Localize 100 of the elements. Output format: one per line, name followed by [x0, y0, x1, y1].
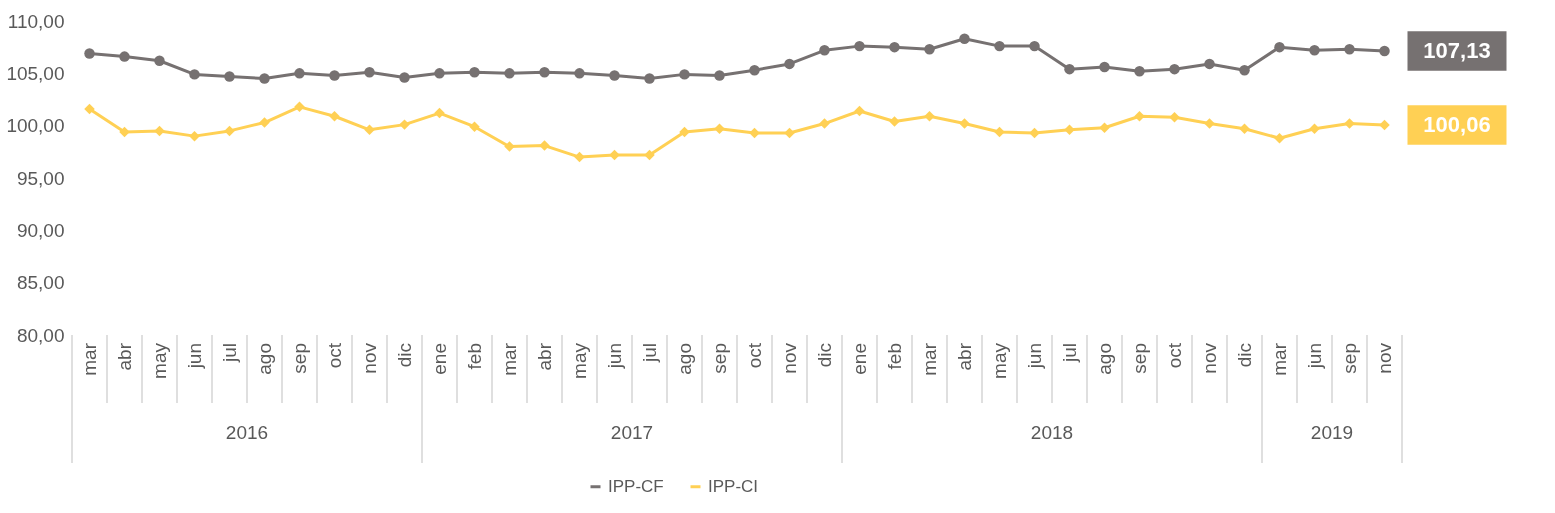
point	[889, 41, 900, 53]
x-tick-label: nov	[1373, 342, 1395, 374]
x-tick-label: mar	[1268, 342, 1290, 376]
point	[1379, 119, 1390, 131]
x-tick-label: feb	[883, 343, 905, 370]
x-tick-label: mar	[78, 342, 100, 376]
x-tick-label: sep	[288, 343, 310, 374]
y-tick-label: 110,00	[7, 10, 65, 32]
point	[1029, 127, 1040, 139]
point	[854, 105, 865, 117]
point	[294, 101, 305, 113]
point	[1169, 112, 1180, 123]
point	[749, 64, 760, 76]
point	[294, 68, 305, 79]
x-tick-label: jul	[638, 343, 660, 364]
point	[434, 107, 445, 119]
data-label: 107,13	[1423, 38, 1491, 64]
y-tick-label: 90,00	[16, 219, 65, 241]
point	[784, 58, 795, 70]
point	[1169, 63, 1180, 75]
point	[434, 68, 445, 79]
point	[574, 68, 585, 79]
point	[1274, 132, 1285, 144]
point	[644, 149, 655, 161]
point	[399, 119, 410, 130]
point	[679, 69, 690, 80]
y-tick-label: 85,00	[16, 272, 65, 294]
point	[329, 111, 340, 122]
point	[154, 125, 165, 137]
x-tick-label: mar	[498, 342, 520, 376]
point	[1274, 41, 1285, 53]
point	[749, 127, 760, 139]
x-tick-label: oct	[323, 342, 345, 369]
point	[1029, 40, 1040, 52]
point	[1344, 44, 1355, 55]
point	[224, 71, 235, 82]
point	[714, 70, 725, 81]
point	[259, 117, 270, 128]
y-tick-label: 95,00	[16, 167, 65, 189]
legend-label: IPP-CF	[608, 476, 664, 496]
point	[1134, 66, 1145, 77]
point	[1204, 118, 1215, 129]
x-tick-label: nov	[1198, 342, 1220, 374]
point	[609, 70, 620, 81]
text: 2019	[1310, 422, 1354, 443]
point	[1309, 45, 1320, 56]
point	[539, 140, 550, 151]
x-tick-label: jun	[603, 343, 625, 370]
x-tick-label: oct	[743, 342, 765, 369]
x-tick-label: may	[988, 342, 1010, 379]
x-tick-label: ago	[1093, 343, 1115, 375]
x-tick-label: dic	[393, 343, 415, 368]
y-tick-label: 80,00	[16, 324, 65, 346]
x-tick-label: may	[568, 342, 590, 379]
point	[1379, 45, 1390, 57]
x-tick-label: nov	[778, 342, 800, 374]
x-tick-label: abr	[533, 342, 555, 371]
point	[1064, 124, 1075, 136]
x-tick-label: dic	[1233, 343, 1255, 368]
point	[119, 126, 130, 138]
point	[119, 51, 130, 62]
point	[1344, 118, 1355, 129]
x-tick-label: ene	[848, 343, 870, 375]
x-tick-label: nov	[358, 342, 380, 374]
point	[924, 44, 935, 55]
point	[679, 126, 690, 138]
point	[469, 67, 480, 78]
point	[924, 111, 935, 122]
text: 2017	[610, 422, 654, 443]
x-tick-label: jun	[1023, 343, 1045, 370]
point	[504, 141, 515, 152]
point	[1064, 63, 1075, 75]
point	[1239, 123, 1250, 135]
x-tick-label: jul	[218, 343, 240, 364]
x-tick-label: dic	[813, 343, 835, 368]
text: 2018	[1030, 422, 1074, 443]
point	[854, 40, 865, 52]
point	[539, 67, 550, 78]
point	[819, 45, 830, 56]
x-tick-label: ago	[673, 343, 695, 375]
x-tick-label: sep	[1338, 343, 1360, 374]
point	[714, 123, 725, 135]
y-tick-label: 100,00	[6, 115, 65, 137]
data-label: 100,06	[1423, 112, 1491, 138]
legend-label: IPP-CI	[708, 476, 759, 496]
x-tick-label: abr	[953, 342, 975, 371]
point	[644, 73, 655, 84]
x-tick-label: jul	[1058, 343, 1080, 364]
point	[364, 67, 375, 78]
point	[154, 55, 165, 67]
point	[1134, 111, 1145, 122]
x-tick-label: sep	[1128, 343, 1150, 374]
point	[364, 124, 375, 136]
point	[889, 116, 900, 127]
point	[399, 72, 410, 83]
point	[329, 70, 340, 81]
point	[819, 118, 830, 129]
point	[1099, 61, 1110, 73]
point	[84, 48, 95, 59]
point	[994, 40, 1005, 52]
